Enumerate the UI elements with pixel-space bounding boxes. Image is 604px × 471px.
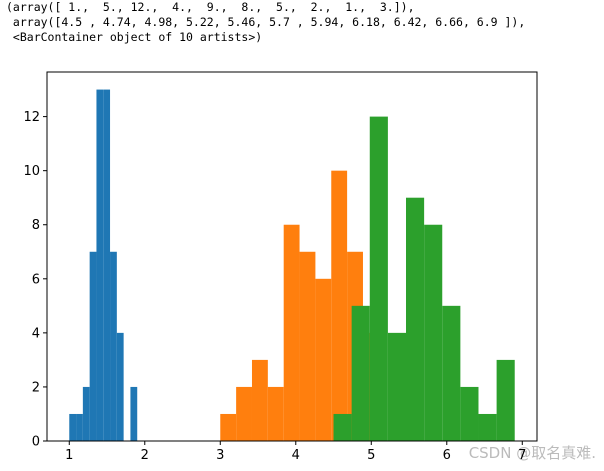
- bar: [442, 305, 461, 441]
- bar: [478, 413, 497, 441]
- bar: [220, 413, 237, 441]
- y-tick-label: 2: [32, 380, 40, 395]
- y-tick-label: 12: [23, 110, 40, 125]
- bar: [351, 305, 370, 441]
- bar: [76, 413, 83, 441]
- x-tick-label: 7: [518, 448, 526, 463]
- bar: [387, 332, 407, 441]
- bar: [82, 386, 90, 441]
- x-tick-label: 3: [216, 448, 224, 463]
- x-tick-label: 2: [141, 448, 149, 463]
- bar: [89, 251, 97, 441]
- y-tick-label: 10: [23, 164, 40, 179]
- y-tick-label: 4: [32, 326, 40, 341]
- bar: [331, 170, 348, 441]
- cell-output: (array([ 1., 5., 12., 4., 9., 8., 5., 2.…: [6, 0, 525, 45]
- output-line: array([4.5 , 4.74, 4.98, 5.22, 5.46, 5.7…: [6, 15, 526, 29]
- bars: [69, 89, 515, 442]
- axes-frame: [46, 71, 538, 442]
- bar: [110, 251, 117, 441]
- watermark: CSDN @取名真难.: [469, 444, 596, 462]
- bar: [69, 413, 77, 441]
- bar: [130, 386, 138, 441]
- bar: [116, 332, 124, 441]
- bar: [251, 359, 268, 441]
- bar: [369, 116, 388, 441]
- x-tick-label: 4: [292, 448, 300, 463]
- x-tick-label: 6: [443, 448, 451, 463]
- x-tick-label: 5: [367, 448, 375, 463]
- bar: [424, 224, 443, 441]
- bar: [460, 386, 479, 441]
- bar: [96, 89, 104, 442]
- y-tick-label: 8: [32, 218, 40, 233]
- bar: [333, 413, 352, 441]
- y-tick-label: 6: [32, 272, 40, 287]
- output-line: <BarContainer object of 10 artists>): [6, 30, 263, 44]
- bar: [283, 224, 300, 441]
- output-line: (array([ 1., 5., 12., 4., 9., 8., 5., 2.…: [6, 0, 415, 14]
- y-tick-label: 0: [32, 435, 40, 450]
- bar: [496, 359, 515, 441]
- bar: [299, 251, 316, 441]
- bar: [315, 278, 332, 441]
- bar: [236, 386, 252, 441]
- bar: [267, 386, 284, 441]
- x-tick-label: 1: [65, 448, 73, 463]
- bar: [103, 89, 111, 442]
- bar: [406, 197, 425, 441]
